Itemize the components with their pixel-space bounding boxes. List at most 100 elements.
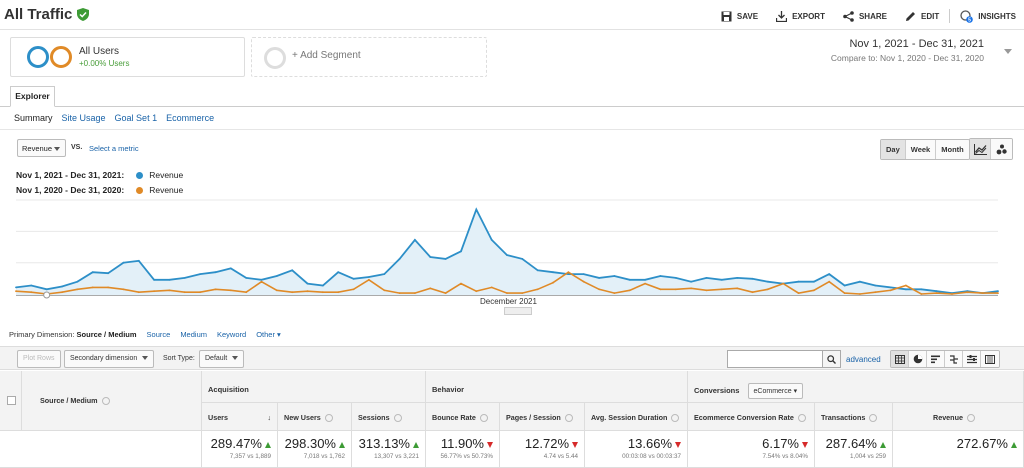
granularity-week-button[interactable]: Week bbox=[905, 140, 937, 159]
data-point-s2-0[interactable] bbox=[15, 290, 17, 293]
view-performance-button[interactable] bbox=[927, 351, 945, 367]
view-pivot-button[interactable] bbox=[981, 351, 999, 367]
data-point-s1-0[interactable] bbox=[15, 286, 17, 289]
data-point-s1-47[interactable] bbox=[736, 277, 739, 279]
data-point-s2-44[interactable] bbox=[690, 287, 692, 290]
date-range-picker[interactable]: Nov 1, 2021 - Dec 31, 2021 Compare to: N… bbox=[831, 38, 984, 63]
data-point-s1-29[interactable] bbox=[460, 250, 462, 253]
select-all-checkbox[interactable] bbox=[7, 396, 16, 405]
data-point-s2-47[interactable] bbox=[736, 287, 739, 290]
data-point-s2-32[interactable] bbox=[506, 292, 508, 294]
data-point-s2-34[interactable] bbox=[536, 288, 539, 291]
data-point-s2-25[interactable] bbox=[398, 292, 401, 294]
data-point-s1-27[interactable] bbox=[429, 256, 432, 258]
data-point-s2-64[interactable] bbox=[997, 292, 999, 294]
data-point-s2-24[interactable] bbox=[383, 289, 386, 292]
metric-select[interactable]: Revenue bbox=[17, 139, 66, 157]
sort-type-select[interactable]: Default bbox=[199, 350, 245, 368]
data-point-s1-57[interactable] bbox=[889, 286, 892, 289]
data-point-s1-46[interactable] bbox=[720, 278, 723, 281]
data-point-s1-24[interactable] bbox=[383, 273, 386, 275]
column-header-avg-session-duration[interactable]: Avg. Session Duration bbox=[585, 403, 688, 431]
data-point-s1-38[interactable] bbox=[598, 277, 600, 279]
data-point-s1-5[interactable] bbox=[91, 271, 94, 274]
data-point-s2-27[interactable] bbox=[429, 287, 432, 290]
data-point-s2-5[interactable] bbox=[91, 286, 94, 289]
data-point-s2-35[interactable] bbox=[552, 281, 554, 284]
data-point-s2-40[interactable] bbox=[628, 289, 631, 292]
data-point-s1-53[interactable] bbox=[828, 273, 831, 275]
data-point-s2-23[interactable] bbox=[368, 278, 370, 281]
data-point-s2-1[interactable] bbox=[30, 291, 33, 294]
data-point-s2-16[interactable] bbox=[260, 280, 263, 283]
tab-explorer[interactable]: Explorer bbox=[10, 86, 55, 107]
data-point-s1-15[interactable] bbox=[245, 277, 248, 279]
share-button[interactable]: SHARE bbox=[843, 10, 887, 22]
data-point-s1-28[interactable] bbox=[444, 258, 447, 260]
data-point-s2-41[interactable] bbox=[644, 282, 646, 285]
data-point-s2-60[interactable] bbox=[935, 292, 938, 294]
data-point-s1-51[interactable] bbox=[797, 280, 800, 283]
date-range-dropdown-icon[interactable] bbox=[1004, 49, 1012, 54]
column-header-pages-session[interactable]: Pages / Session bbox=[500, 403, 585, 431]
column-header-users[interactable]: Users ↓ bbox=[202, 403, 278, 431]
secondary-dimension-select[interactable]: Secondary dimension bbox=[64, 350, 155, 368]
plot-rows-button[interactable]: Plot Rows bbox=[17, 350, 61, 368]
subtab-goal-set-1[interactable]: Goal Set 1 bbox=[114, 113, 158, 123]
data-point-s1-40[interactable] bbox=[628, 278, 631, 281]
data-point-s1-36[interactable] bbox=[567, 273, 570, 275]
data-point-s2-10[interactable] bbox=[168, 289, 171, 292]
data-point-s2-50[interactable] bbox=[782, 282, 785, 285]
data-point-s1-35[interactable] bbox=[552, 271, 554, 274]
data-point-s2-61[interactable] bbox=[951, 293, 953, 295]
data-point-s2-4[interactable] bbox=[76, 288, 79, 291]
data-point-s1-56[interactable] bbox=[874, 284, 877, 287]
line-chart-button[interactable] bbox=[970, 139, 991, 159]
data-point-s2-3[interactable] bbox=[61, 291, 63, 294]
data-point-s2-30[interactable] bbox=[475, 290, 478, 293]
subtab-site-usage[interactable]: Site Usage bbox=[61, 113, 106, 123]
data-point-s2-51[interactable] bbox=[797, 292, 800, 294]
column-header-bounce-rate[interactable]: Bounce Rate bbox=[426, 403, 500, 431]
data-point-s1-11[interactable] bbox=[183, 277, 186, 279]
data-point-s1-19[interactable] bbox=[306, 282, 309, 285]
data-point-s2-7[interactable] bbox=[122, 288, 125, 291]
data-point-s1-25[interactable] bbox=[398, 258, 401, 260]
column-header-revenue[interactable]: Revenue bbox=[893, 403, 1024, 431]
data-point-s1-23[interactable] bbox=[368, 276, 370, 278]
data-point-s1-42[interactable] bbox=[659, 275, 662, 277]
export-button[interactable]: EXPORT bbox=[776, 10, 825, 22]
conversions-type-select[interactable]: eCommerce ▾ bbox=[747, 383, 804, 399]
data-point-s1-41[interactable] bbox=[644, 278, 646, 281]
data-point-s2-17[interactable] bbox=[275, 289, 278, 292]
dimension-other-dropdown[interactable]: Other ▾ bbox=[256, 330, 281, 339]
column-header-sessions[interactable]: Sessions bbox=[352, 403, 426, 431]
data-point-s2-9[interactable] bbox=[153, 290, 156, 293]
data-point-s2-48[interactable] bbox=[751, 291, 754, 294]
dimension-medium-link[interactable]: Medium bbox=[180, 330, 207, 339]
column-header-ecommerce-conversion-rate[interactable]: Ecommerce Conversion Rate bbox=[688, 403, 815, 431]
data-point-s1-59[interactable] bbox=[920, 288, 923, 291]
data-point-s1-43[interactable] bbox=[674, 277, 677, 279]
data-point-s2-36[interactable] bbox=[567, 271, 570, 274]
data-point-s1-44[interactable] bbox=[690, 280, 692, 283]
data-point-s2-28[interactable] bbox=[444, 292, 447, 294]
table-search-input[interactable] bbox=[727, 350, 841, 368]
data-point-s1-10[interactable] bbox=[168, 278, 171, 281]
data-point-s1-13[interactable] bbox=[214, 271, 217, 274]
data-point-s2-57[interactable] bbox=[889, 289, 892, 292]
select-comparison-metric-link[interactable]: Select a metric bbox=[89, 144, 139, 153]
data-point-s1-14[interactable] bbox=[229, 267, 232, 270]
data-point-s1-26[interactable] bbox=[414, 239, 416, 241]
data-point-s1-37[interactable] bbox=[582, 273, 585, 275]
dimension-keyword-link[interactable]: Keyword bbox=[217, 330, 247, 339]
data-point-s2-49[interactable] bbox=[766, 288, 769, 291]
data-point-s2-20[interactable] bbox=[322, 291, 324, 294]
data-point-s2-58[interactable] bbox=[905, 284, 907, 287]
data-point-s2-42[interactable] bbox=[659, 288, 662, 291]
view-data-table-button[interactable] bbox=[891, 351, 909, 367]
data-point-s2-19[interactable] bbox=[306, 290, 309, 293]
edit-button[interactable]: EDIT bbox=[905, 11, 939, 22]
save-button[interactable]: SAVE bbox=[721, 11, 758, 22]
data-point-s2-11[interactable] bbox=[183, 291, 186, 294]
